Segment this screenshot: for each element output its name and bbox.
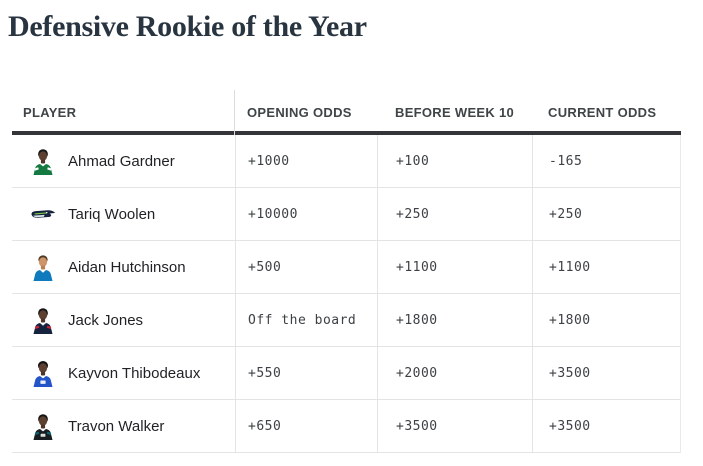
player-cell: Kayvon Thibodeaux <box>12 347 235 399</box>
before-week-10-cell: +1800 <box>377 294 532 346</box>
table-row: Aidan Hutchinson +500 +1100 +1100 <box>12 241 680 294</box>
opening-odds-cell: +500 <box>235 241 377 293</box>
table-row: Tariq Woolen +10000 +250 +250 <box>12 188 680 241</box>
current-odds-cell: -165 <box>532 135 681 187</box>
before-week-10-cell: +250 <box>377 188 532 240</box>
before-week-10-cell: +2000 <box>377 347 532 399</box>
odds-table: PLAYER OPENING ODDS BEFORE WEEK 10 CURRE… <box>12 90 681 453</box>
current-odds-cell: +250 <box>532 188 681 240</box>
player-cell: Ahmad Gardner <box>12 135 235 187</box>
player-name: Jack Jones <box>68 311 144 329</box>
opening-odds-cell: Off the board <box>235 294 377 346</box>
before-week-10-cell: +100 <box>377 135 532 187</box>
jaguars-player-avatar-icon <box>30 411 56 441</box>
player-name: Kayvon Thibodeaux <box>68 364 201 382</box>
lions-player-avatar-icon <box>30 252 56 282</box>
player-name: Travon Walker <box>68 417 165 435</box>
current-odds-cell: +1800 <box>532 294 681 346</box>
table-row: Travon Walker +650 +3500 +3500 <box>12 400 680 453</box>
before-week-10-cell: +1100 <box>377 241 532 293</box>
page-title: Defensive Rookie of the Year <box>8 10 367 43</box>
column-header-current-odds: CURRENT ODDS <box>548 105 657 120</box>
patriots-player-avatar-icon <box>30 305 56 335</box>
opening-odds-cell: +650 <box>235 400 377 452</box>
column-header-player: PLAYER <box>12 90 235 135</box>
column-header-opening-odds: OPENING ODDS <box>247 105 352 120</box>
player-cell: Travon Walker <box>12 400 235 452</box>
giants-player-avatar-icon <box>30 358 56 388</box>
current-odds-cell: +3500 <box>532 347 681 399</box>
before-week-10-cell: +3500 <box>377 400 532 452</box>
opening-odds-cell: +10000 <box>235 188 377 240</box>
table-row: Kayvon Thibodeaux +550 +2000 +3500 <box>12 347 680 400</box>
player-cell: Tariq Woolen <box>12 188 235 240</box>
player-name: Ahmad Gardner <box>68 152 175 170</box>
opening-odds-cell: +1000 <box>235 135 377 187</box>
column-header-before-week-10: BEFORE WEEK 10 <box>395 105 515 120</box>
player-cell: Aidan Hutchinson <box>12 241 235 293</box>
current-odds-cell: +1100 <box>532 241 681 293</box>
table-header-row: PLAYER OPENING ODDS BEFORE WEEK 10 CURRE… <box>12 90 681 135</box>
table-body: Ahmad Gardner +1000 +100 -165 <box>12 135 681 453</box>
player-cell: Jack Jones <box>12 294 235 346</box>
seahawks-logo-icon <box>30 199 56 229</box>
current-odds-cell: +3500 <box>532 400 681 452</box>
opening-odds-cell: +550 <box>235 347 377 399</box>
table-row: Ahmad Gardner +1000 +100 -165 <box>12 135 680 188</box>
player-name: Tariq Woolen <box>68 205 156 223</box>
jets-player-avatar-icon <box>30 146 56 176</box>
player-name: Aidan Hutchinson <box>68 258 186 276</box>
table-row: Jack Jones Off the board +1800 +1800 <box>12 294 680 347</box>
